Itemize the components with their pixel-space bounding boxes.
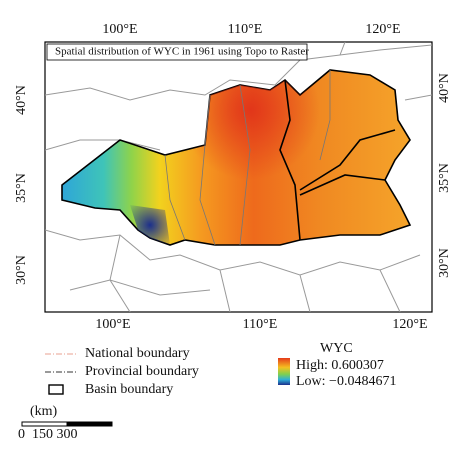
lat-label: 35°N [437,163,452,193]
lat-label: 40°N [437,73,452,103]
basin [61,69,412,246]
lon-label: 100°E [95,317,130,332]
wyc-legend: WYC High: 0.600307 Low: −0.0484671 [278,341,396,389]
right-labels: 40°N 35°N 30°N [437,73,452,278]
title-box: Spatial distribution of WYC in 1961 usin… [46,43,309,61]
scale-bar: (km) 0 150 300 [18,404,113,442]
lat-label: 30°N [437,248,452,278]
lon-label: 110°E [243,317,278,332]
legend-label: High: 0.600307 [296,358,384,373]
map-title: Spatial distribution of WYC in 1961 usin… [55,46,309,58]
left-labels: 40°N 35°N 30°N [14,85,29,285]
lat-label: 40°N [14,85,29,115]
scale-labels: 0 150 300 [18,427,78,442]
legend-label: Provincial boundary [85,364,199,379]
scale-unit: (km) [30,404,58,419]
legend-label: National boundary [85,346,190,361]
province-lines [45,42,432,312]
lon-label: 110°E [228,22,263,37]
legend-label: Basin boundary [85,382,173,397]
lat-label: 30°N [14,255,29,285]
legend-title: WYC [320,341,353,356]
bottom-labels: 100°E 110°E 120°E [95,317,427,332]
legend-label: Low: −0.0484671 [296,374,396,389]
boundary-legend: National boundary Provincial boundary Ba… [45,346,199,397]
lon-label: 120°E [365,22,400,37]
top-labels: 100°E 110°E 120°E [102,22,400,37]
lat-label: 35°N [14,173,29,203]
lon-label: 100°E [102,22,137,37]
lon-label: 120°E [392,317,427,332]
